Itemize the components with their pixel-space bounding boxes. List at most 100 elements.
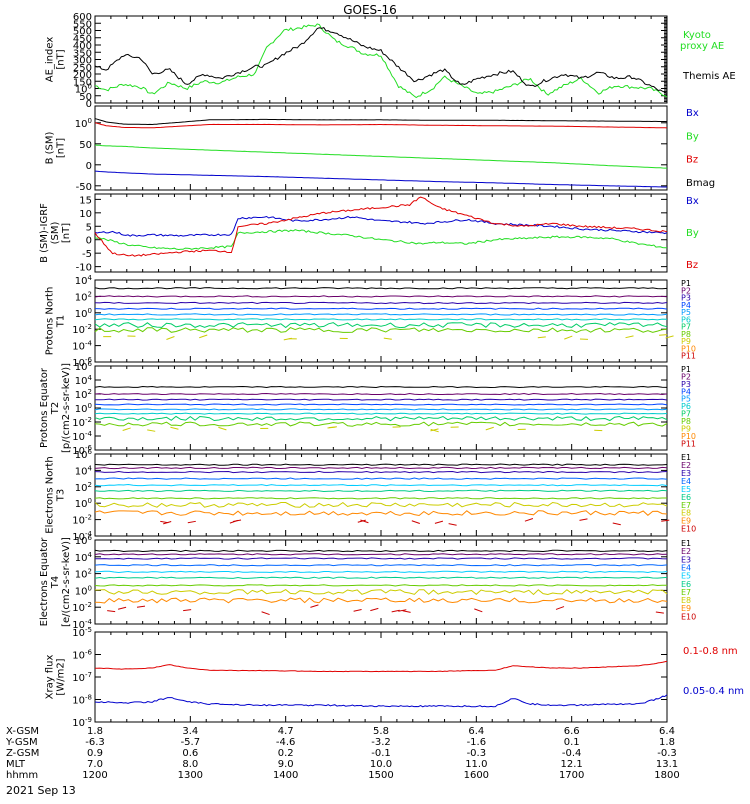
pnorth-ylabel: Protons NorthT1 [45,287,67,356]
bigrf-legend-bx: Bx [686,196,699,207]
pnorth-ytick-label: 100 [75,307,92,320]
enorth-ytick-label: 10-2 [72,514,92,527]
ephem-value: -0.1 [371,748,391,759]
pequator-series-P4 [95,404,667,405]
ae-ylabel: AE_index[nT] [45,37,67,83]
eequator-fragment-E10 [262,612,270,615]
bsm-ytick-label: 50 [79,140,92,151]
eequator-fragment-E10 [474,609,482,612]
pequator-ytick-label: 10-4 [72,430,92,443]
eequator-series-E4 [95,565,667,566]
ephem-value: -0.3 [657,748,677,759]
eequator-series-E7 [95,585,667,586]
enorth-series-E4 [95,478,667,479]
bigrf-ytick-label: -5 [82,249,92,260]
ephem-value: -4.6 [276,737,296,748]
xray-ytick-label: 10-8 [72,694,92,707]
pnorth-series-P1 [95,288,667,289]
enorth-ylabel: Electrons NorthT3 [45,456,67,533]
enorth-series-E2 [95,467,667,468]
bigrf-series-bz [95,197,667,256]
bsm-series-by [95,145,667,168]
eequator-fragment-E10 [183,610,191,611]
pnorth-series-P2 [95,296,667,297]
pequator-series-P1 [95,387,667,388]
pequator-fragment-P9 [486,427,494,430]
panels: 050100150200250300350400450500550600AE_i… [39,12,744,729]
ephem-value: 13.1 [656,759,678,770]
ephem-value: 0.1 [564,737,580,748]
ephem-label-hhmm: hhmm [6,770,38,781]
pnorth-fragment-P9 [626,336,634,338]
pnorth-ytick-label: 102 [75,290,92,303]
panel-bigrf-frame [95,194,667,272]
pnorth-series-P3 [95,302,667,303]
bigrf-legend-by: By [686,228,699,239]
pnorth-series-P7 [95,323,667,328]
xray-ytick-label: 10-7 [72,671,92,684]
pnorth-fragment-P9 [166,337,174,340]
pequator-fragment-P9 [123,428,131,431]
ephem-value: -0.3 [467,748,487,759]
ephem-value: 1.8 [87,726,103,737]
xray-legend-0-1-0-8-nm: 0.1-0.8 nm [683,646,738,657]
xray-ylabel: Xray flux[W/m2] [45,655,67,700]
enorth-ytick-label: 104 [75,464,93,477]
xray-series-0-1-0-8-nm [95,661,667,671]
pequator-series-P3 [95,399,667,400]
pequator-series-P6 [95,413,667,414]
pequator-series-P8 [95,422,667,426]
bsm-series-bmag [95,119,667,125]
eequator-ytick-label: 10-2 [72,601,92,614]
enorth-series-E1 [95,464,667,465]
pnorth-fragment-P9 [659,335,667,336]
ephem-value: 1600 [464,770,489,781]
pnorth-fragment-P9 [384,338,392,339]
pnorth-series-P5 [95,314,667,315]
ae-legend-themis-ae: Themis AE [682,71,736,82]
enorth-series-E3 [95,471,667,472]
enorth-fragment-E10 [412,521,420,524]
enorth-series-E7 [95,498,667,499]
bigrf-ylabel: B (SM)-IGRF(SM)[nT] [39,203,72,263]
ephem-value: -0.4 [562,748,582,759]
ephem-value: 1.8 [659,737,675,748]
panel-bsm-frame [95,106,667,190]
eequator-ytick-label: 100 [75,584,92,597]
enorth-fragment-E10 [435,521,443,523]
pequator-ylabel: Protons EquatorT2[p/(cm2-s-sr-keV)] [39,363,72,453]
eequator-series-E6 [95,577,667,578]
ephem-value: -6.3 [85,737,105,748]
bigrf-ytick-label: 10 [79,209,92,220]
ephem-value: 7.0 [87,759,103,770]
pnorth-series-P6 [95,319,667,320]
ephem-value: 1200 [82,770,107,781]
eequator-fragment-E10 [656,612,664,613]
eequator-series-E2 [95,554,667,555]
enorth-fragment-E10 [188,521,196,522]
ae-series-themis-ae [95,28,667,94]
bigrf-ytick-label: -10 [76,263,92,274]
enorth-fragment-E10 [613,523,621,525]
ephemeris-table: X-GSMY-GSMZ-GSMMLThhmm1.8-6.30.97.012003… [5,726,680,781]
eequator-ytick-label: 102 [75,568,92,581]
pequator-fragment-P9 [147,430,155,431]
ephem-value: 0.2 [278,748,294,759]
ae-legend-kyoto: Kyoto [683,30,711,41]
pequator-series-P2 [95,394,667,395]
bsm-legend-by: By [686,131,699,142]
ephem-value: 0.9 [87,748,103,759]
pnorth-ytick-label: 10-2 [72,323,92,336]
enorth-series-E9 [95,511,667,516]
enorth-series-E5 [95,485,667,486]
xray-series-0-05-0-4-nm [95,695,667,707]
eequator-series-E3 [95,558,667,559]
ephem-value: 5.8 [373,726,389,737]
ephem-value: -1.6 [467,737,487,748]
